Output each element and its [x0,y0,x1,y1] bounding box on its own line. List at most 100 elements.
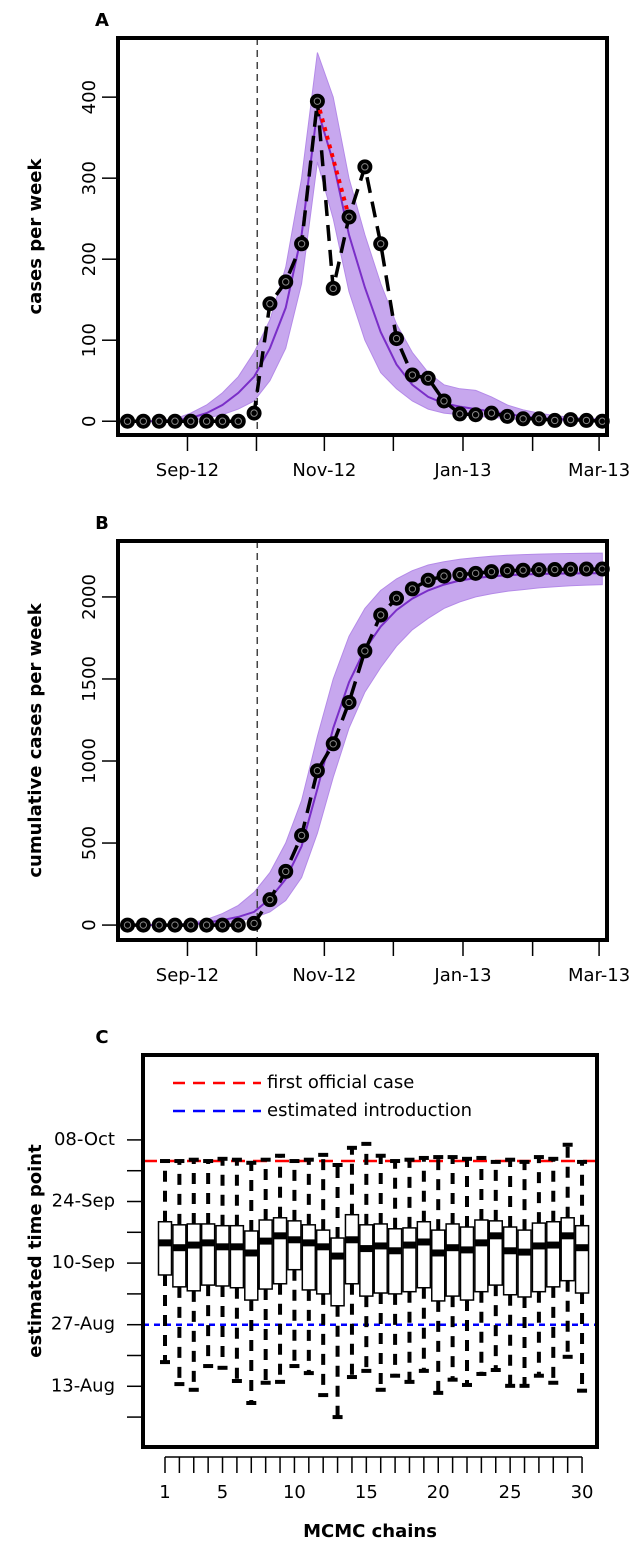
observed-point [135,413,151,429]
x-tick-label: Mar-13 [568,965,630,986]
observed-point [436,393,452,409]
observed-point [309,93,325,109]
observed-point [278,863,294,879]
y-tick-label: 300 [79,161,100,195]
observed-point [119,413,135,429]
observed-point [294,236,310,252]
observed-point [167,917,183,933]
observed-point [531,411,547,427]
observed-point [515,411,531,427]
observed-point [563,561,579,577]
box [344,1213,360,1285]
observed-point [452,567,468,583]
point-ring [456,570,464,579]
point-ring [155,921,163,929]
point-ring [471,569,480,578]
plot-frame [141,1053,599,1449]
observed-point [294,827,310,843]
panel-label: B [95,513,109,534]
observed-point [246,915,262,931]
panel-label: A [95,10,109,31]
x-tick-label: 15 [355,1482,378,1503]
point-ring [519,566,527,574]
point-ring [440,397,448,405]
box [445,1223,460,1297]
highlight-segment [315,100,351,218]
x-tick-label: Jan-13 [433,460,491,481]
x-tick-label: 1 [159,1482,170,1503]
y-tick-label: 200 [79,242,100,276]
box [387,1228,403,1295]
observed-point [547,562,563,578]
point-ring [297,240,306,248]
point-ring [392,334,401,343]
observed-point [547,412,563,428]
box [330,1237,345,1307]
observed-point [420,370,436,386]
y-tick-label: 100 [79,323,100,357]
box [215,1224,230,1287]
point-ring [551,565,559,574]
observed-point [325,736,341,752]
point-ring [424,374,432,382]
observed-point [452,406,468,422]
observed-point [214,413,230,429]
observed-point [531,562,547,578]
y-axis-title: cumulative cases per week [25,602,46,877]
observed-point [578,561,594,577]
observed-point [199,413,215,429]
observed-point [563,412,579,428]
observed-point [515,562,531,578]
x-tick-label: Nov-12 [292,460,356,481]
box [488,1220,504,1286]
point-ring [202,921,211,929]
point-ring [202,417,211,425]
point-ring [218,921,227,929]
point-ring [582,416,591,425]
observed-point [468,407,484,423]
point-ring [551,416,559,425]
point-ring [566,415,575,424]
point-ring [250,919,258,928]
observed-point [278,274,294,290]
observed-point [468,565,484,581]
point-ring [408,371,417,379]
point-ring [297,831,306,840]
point-ring [218,417,227,425]
y-tick-label: 13-Aug [51,1375,115,1396]
point-ring [123,921,132,929]
point-ring [582,565,591,573]
box [258,1219,273,1290]
point-ring [250,409,258,417]
point-ring [266,300,274,308]
observed-point [483,564,499,580]
observed-point [373,236,389,252]
panel-label: C [95,1027,108,1048]
point-ring [313,97,322,105]
point-ring [487,409,496,417]
point-ring [171,921,179,929]
y-axis-title: cases per week [25,157,46,314]
box [416,1220,432,1289]
y-tick-label: 2000 [79,574,100,620]
observed-point [119,917,135,933]
y-tick-label: 10-Sep [52,1252,115,1273]
y-tick-label: 24-Sep [52,1191,115,1212]
point-ring [519,415,527,423]
box [373,1223,388,1294]
point-ring [376,240,385,248]
point-ring [566,565,575,573]
point-ring [376,611,385,619]
observed-point [578,412,594,428]
point-ring [392,594,401,602]
x-tick-label: Jan-13 [433,965,491,986]
observed-point [357,643,373,659]
point-ring [456,410,464,418]
box [531,1222,547,1293]
observed-point [262,892,278,908]
x-axis-title: MCMC chains [303,1521,437,1542]
x-tick-label: Mar-13 [568,460,630,481]
point-ring [139,417,148,425]
